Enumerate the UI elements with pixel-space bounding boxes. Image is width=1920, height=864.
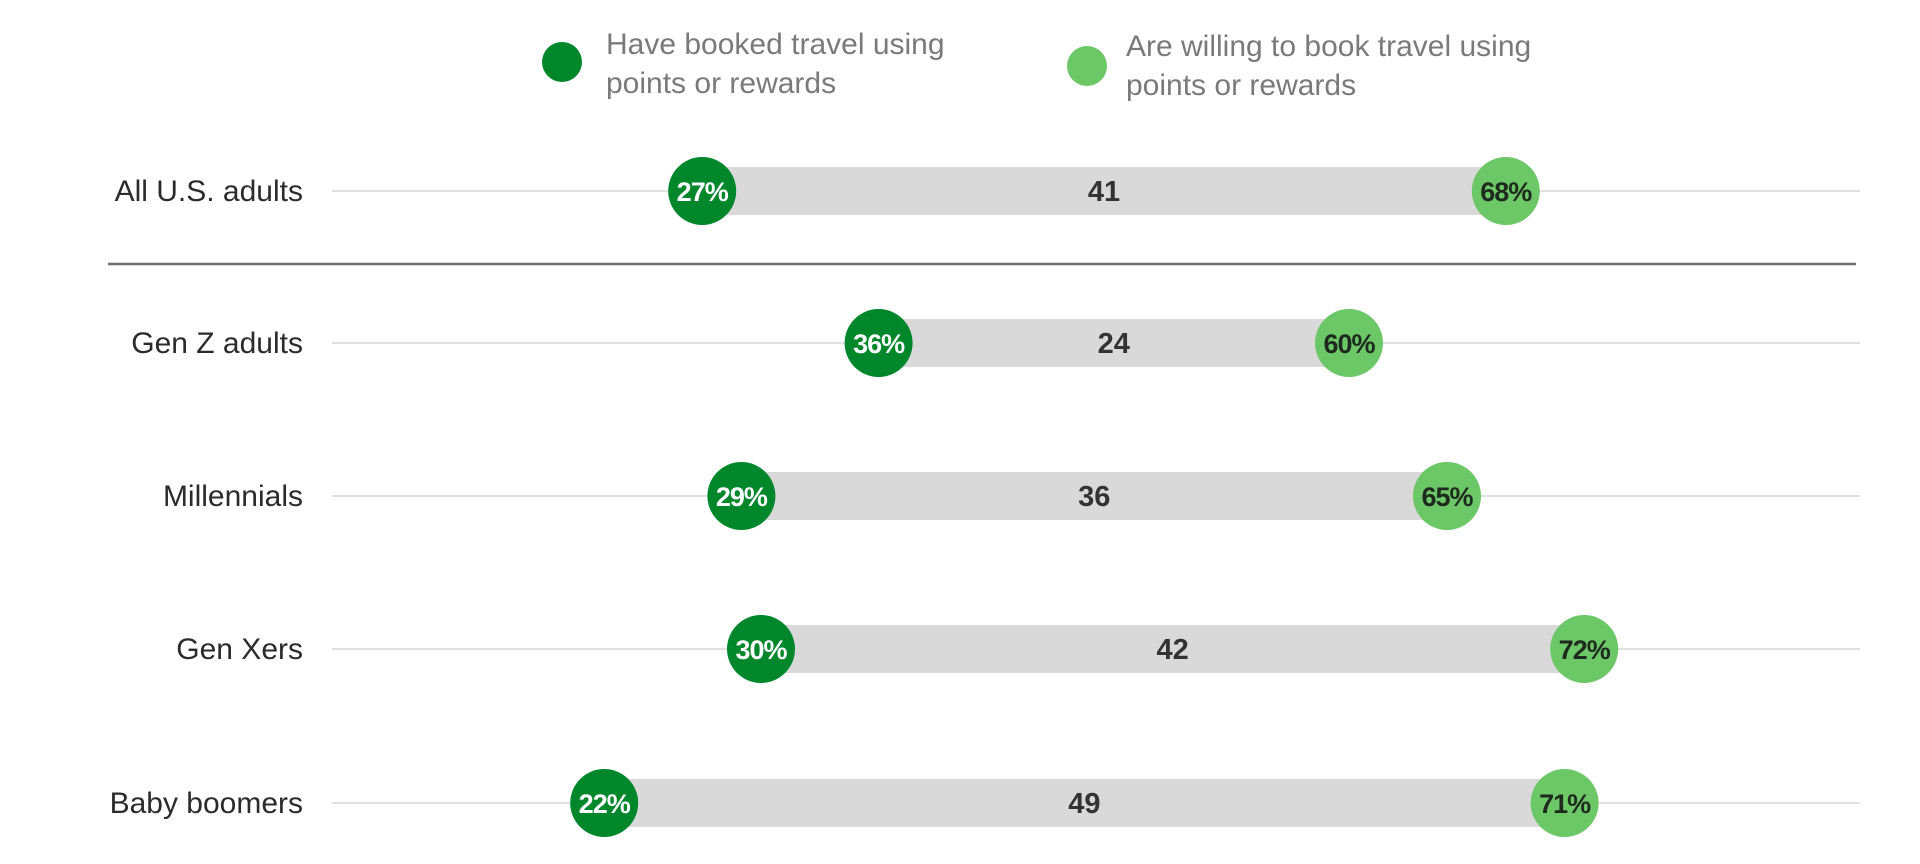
legend-item-2: Are willing to book travel using points o… (1067, 30, 1531, 102)
gap-label: 49 (1068, 788, 1100, 820)
dot-label-booked: 36% (853, 329, 905, 359)
dot-label-willing: 71% (1539, 789, 1591, 819)
legend: Have booked travel using points or reward… (542, 28, 1531, 102)
legend-item-1: Have booked travel using points or reward… (542, 28, 945, 100)
gap-bar (702, 167, 1506, 215)
dot-label-booked: 29% (716, 482, 768, 512)
dot-willing (1471, 157, 1540, 225)
dot-label-willing: 60% (1323, 329, 1375, 359)
legend-label-1-line-2: points or rewards (606, 67, 836, 100)
gap-label: 41 (1088, 176, 1120, 208)
chart-row: Gen Xers 42 30% 72% (176, 615, 1860, 683)
chart-rows: All U.S. adults 41 27% 68% Gen Z adults 24 36%… (108, 157, 1860, 837)
dot-booked (570, 769, 639, 837)
dot-booked (727, 615, 795, 683)
gap-label: 24 (1098, 328, 1130, 360)
gap-label: 36 (1078, 481, 1110, 513)
dot-willing (1530, 769, 1599, 837)
chart-row: All U.S. adults 41 27% 68% (115, 157, 1860, 225)
dot-willing (1315, 309, 1383, 377)
category-label: Gen Xers (176, 633, 303, 666)
dot-booked (707, 462, 776, 530)
dot-booked (844, 309, 913, 377)
legend-label-2-line-1: Are willing to book travel using (1126, 30, 1531, 63)
legend-label-2-line-2: points or rewards (1126, 69, 1356, 102)
chart-row: Gen Z adults 24 36% 60% (131, 309, 1860, 377)
dot-label-booked: 27% (677, 177, 729, 207)
gap-bar (604, 779, 1565, 827)
chart-row: Baby boomers 49 22% 71% (110, 769, 1860, 837)
dot-label-willing: 68% (1480, 177, 1532, 207)
legend-swatch-1 (542, 42, 582, 82)
dot-booked (668, 157, 737, 225)
category-label: All U.S. adults (115, 175, 303, 208)
dot-label-willing: 65% (1421, 482, 1473, 512)
category-label: Millennials (163, 480, 303, 513)
gap-bar (741, 472, 1447, 520)
gap-label: 42 (1156, 634, 1188, 666)
legend-swatch-2 (1067, 46, 1107, 86)
category-label: Baby boomers (110, 787, 303, 820)
category-label: Gen Z adults (131, 327, 303, 360)
dot-label-booked: 22% (579, 789, 631, 819)
gap-bar (878, 319, 1349, 367)
chart-row: Millennials 36 29% 65% (163, 462, 1860, 530)
dot-label-willing: 72% (1559, 635, 1611, 665)
gap-bar (761, 625, 1585, 673)
dot-label-booked: 30% (735, 635, 787, 665)
legend-label-1-line-1: Have booked travel using (606, 28, 945, 61)
dot-willing (1413, 462, 1481, 530)
dot-willing (1550, 615, 1619, 683)
